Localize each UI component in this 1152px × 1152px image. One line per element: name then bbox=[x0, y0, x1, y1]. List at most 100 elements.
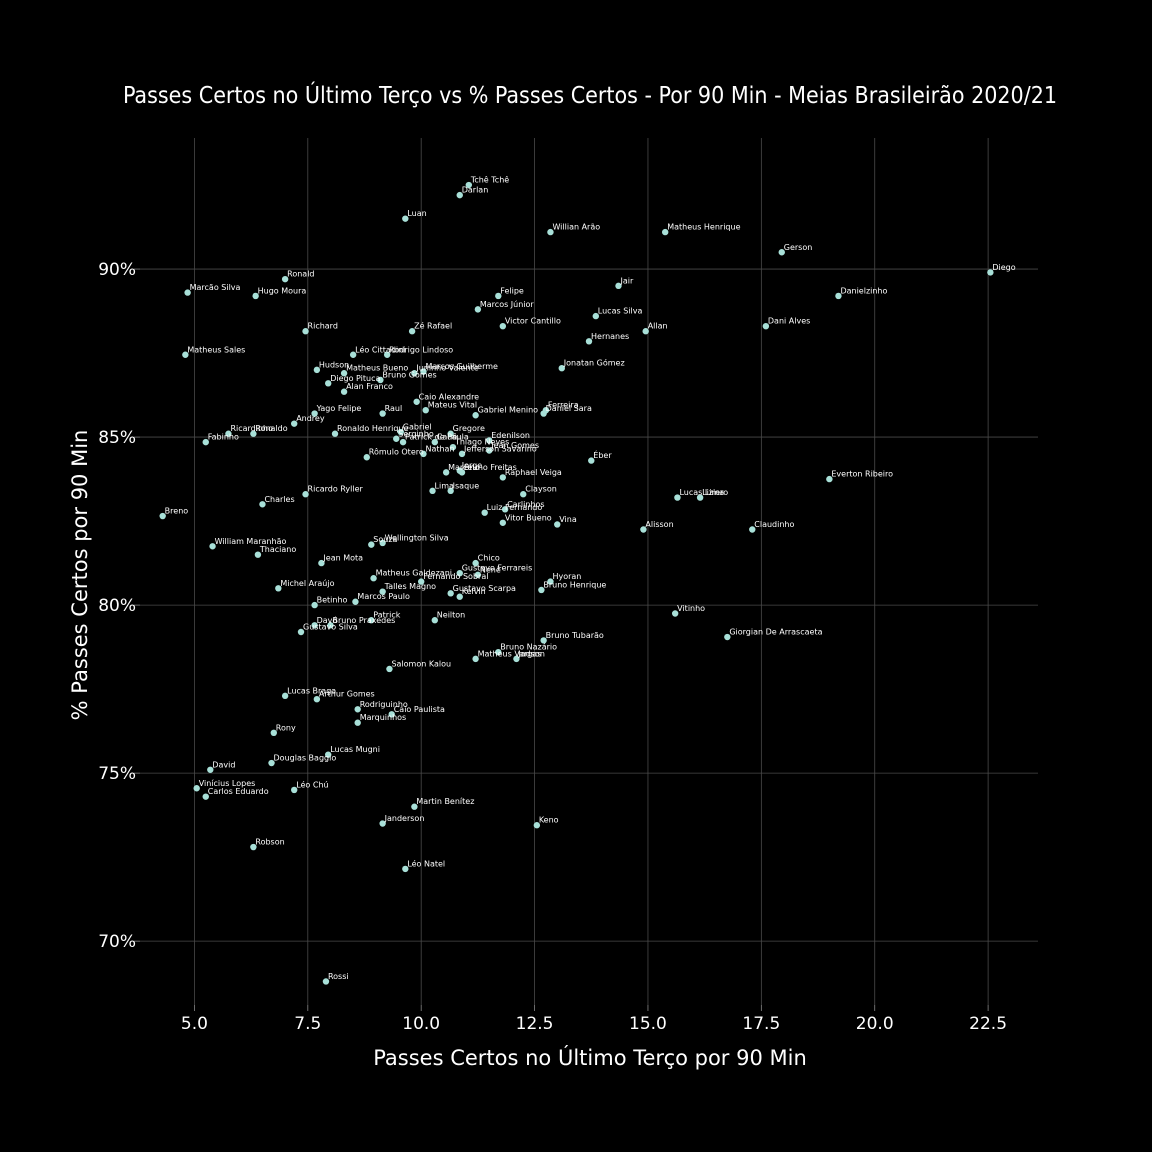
point-label: Jair bbox=[619, 276, 633, 285]
point-label: Marcelo bbox=[448, 463, 479, 472]
data-point bbox=[207, 766, 214, 773]
data-point bbox=[674, 494, 681, 501]
point-label: Marcão Silva bbox=[190, 283, 241, 292]
point-label: Juninho Valente bbox=[415, 364, 478, 373]
data-point bbox=[311, 410, 318, 417]
data-point bbox=[388, 711, 395, 718]
point-label: Lucas Mugni bbox=[330, 745, 380, 754]
point-label: Bruno Freitas bbox=[464, 463, 517, 472]
data-point bbox=[291, 786, 298, 794]
point-label: Caio Alexandre bbox=[419, 392, 480, 401]
point-label: Victor Cantillo bbox=[505, 317, 561, 326]
point-label: Matheus Sales bbox=[187, 345, 245, 354]
point-label: Serginho bbox=[398, 429, 434, 438]
point-label: Clayson bbox=[525, 485, 557, 494]
data-point bbox=[313, 695, 321, 703]
data-point bbox=[393, 435, 400, 442]
data-point bbox=[420, 368, 427, 375]
data-point bbox=[456, 593, 463, 600]
data-point bbox=[318, 559, 325, 567]
point-label: Willian Arão bbox=[552, 223, 600, 232]
data-point bbox=[588, 457, 595, 464]
data-points bbox=[159, 181, 994, 985]
point-label: Yago Felipe bbox=[316, 404, 362, 413]
data-point bbox=[554, 521, 561, 528]
data-point bbox=[495, 292, 502, 300]
point-label: Talles Magno bbox=[384, 582, 436, 591]
data-point bbox=[472, 412, 479, 419]
point-label: Ronaldo Henrique bbox=[337, 424, 408, 433]
point-label: Diego Pituca bbox=[330, 374, 380, 383]
data-point bbox=[696, 494, 704, 501]
data-point bbox=[778, 249, 785, 256]
data-point bbox=[749, 526, 756, 533]
x-axis-title: Passes Certos no Último Terço por 90 Min bbox=[373, 1045, 807, 1070]
data-point bbox=[640, 526, 647, 533]
data-point bbox=[354, 719, 361, 726]
x-tick-label: 12.5 bbox=[516, 1014, 554, 1034]
point-label: William Maranhão bbox=[215, 537, 287, 546]
data-point bbox=[420, 450, 427, 458]
x-tick-label: 22.5 bbox=[969, 1014, 1007, 1034]
data-point bbox=[193, 785, 200, 792]
data-point bbox=[826, 475, 833, 483]
data-point bbox=[458, 450, 466, 458]
point-label: Bruno Gomes bbox=[382, 370, 436, 379]
data-point bbox=[202, 793, 209, 800]
data-point bbox=[499, 322, 507, 330]
data-point bbox=[474, 306, 482, 313]
data-point bbox=[386, 665, 393, 673]
x-tick-label: 7.5 bbox=[294, 1014, 321, 1034]
point-label: Léo Chú bbox=[296, 779, 328, 789]
point-label: Robson bbox=[255, 838, 284, 847]
point-label: Zé Rafael bbox=[414, 321, 452, 331]
data-point bbox=[431, 617, 438, 624]
point-label: Matheus Bueno bbox=[346, 364, 408, 373]
data-point bbox=[592, 312, 600, 320]
point-label: Lucas Braga bbox=[287, 686, 336, 695]
data-point bbox=[184, 289, 191, 296]
point-label: Fernando Sobral bbox=[423, 572, 488, 581]
point-label: Darlan bbox=[462, 186, 489, 195]
point-label: Douglas Baggio bbox=[274, 754, 337, 763]
data-point bbox=[465, 181, 473, 189]
point-label: Michel Araújo bbox=[280, 579, 334, 588]
x-tick-label: 20.0 bbox=[856, 1014, 894, 1034]
data-point bbox=[520, 491, 527, 498]
data-point bbox=[349, 351, 357, 358]
point-label: Léo Natel bbox=[407, 858, 445, 868]
point-label: Éber bbox=[593, 449, 612, 460]
data-point bbox=[499, 474, 507, 481]
point-label: Caio Paulista bbox=[394, 705, 445, 714]
point-label: Thiago Neves bbox=[454, 438, 509, 447]
data-point bbox=[547, 228, 554, 236]
point-label: Ricardo Ryller bbox=[308, 485, 364, 494]
data-point bbox=[513, 655, 520, 663]
data-point bbox=[209, 543, 216, 550]
point-label: Isaque bbox=[453, 481, 480, 490]
y-tick-label: 80% bbox=[98, 596, 136, 616]
point-label: Marquinhos bbox=[360, 713, 407, 722]
point-label: Vitinho bbox=[677, 604, 705, 613]
data-point bbox=[472, 655, 479, 663]
data-point bbox=[379, 820, 386, 827]
data-point bbox=[302, 491, 309, 498]
point-label: Hudson bbox=[319, 360, 349, 369]
data-point bbox=[322, 978, 330, 985]
data-point bbox=[202, 438, 209, 446]
data-point bbox=[402, 215, 409, 222]
data-point bbox=[354, 706, 361, 713]
data-point bbox=[501, 506, 509, 513]
point-label: Gabriel Menino bbox=[478, 406, 539, 415]
data-point bbox=[585, 338, 593, 345]
y-tick-label: 70% bbox=[98, 932, 136, 952]
point-label: Daniel Sara bbox=[546, 404, 592, 413]
point-label: Carlos Eduardo bbox=[208, 787, 269, 796]
point-label: Alisson bbox=[645, 520, 673, 529]
point-label: Vina bbox=[559, 515, 577, 524]
data-point bbox=[474, 571, 482, 579]
point-label: Neilton bbox=[437, 611, 465, 620]
data-point bbox=[340, 370, 348, 377]
point-label: Luiz Fernando bbox=[487, 503, 543, 512]
